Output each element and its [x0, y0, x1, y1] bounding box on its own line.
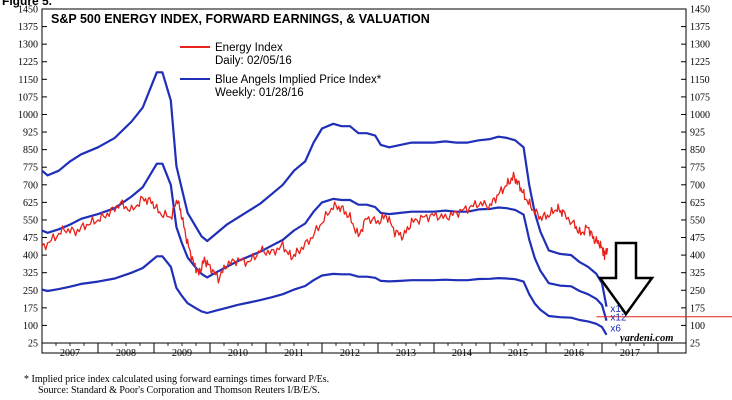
y-tick-label-left: 1300 [18, 40, 38, 51]
y-tick-label-right: 775 [690, 163, 705, 174]
x-tick-label: 2015 [508, 348, 528, 359]
figure-label: Figure 5. [2, 0, 52, 8]
y-axis-right: 1450 1375 1300 1225 1150 1075 1000 925 850 775 700… [681, 5, 710, 350]
y-tick-label-right: 1375 [690, 22, 710, 33]
y-tick-label-right: 925 [690, 128, 705, 139]
y-tick-label-right: 400 [690, 251, 705, 262]
y-tick-label-left: 1225 [18, 57, 38, 68]
x-tick-label: 2011 [284, 348, 304, 359]
y-tick-label-right: 175 [690, 303, 705, 314]
y-tick-label-left: 925 [23, 128, 38, 139]
y-tick-label-left: 700 [23, 180, 38, 191]
legend-label-energy: Energy Index [215, 42, 283, 54]
y-tick-label-left: 250 [23, 286, 38, 297]
y-tick-label-left: 1375 [18, 22, 38, 33]
y-tick-label-right: 550 [690, 215, 705, 226]
series-line-x6 [41, 255, 608, 336]
y-tick-label-right: 25 [690, 339, 700, 350]
plot-frame [41, 8, 687, 354]
series-layer [41, 71, 732, 336]
x-tick-label: 2009 [172, 348, 192, 359]
series-line-energy-index [41, 171, 609, 284]
credit-label: yardeni.com [618, 333, 673, 344]
y-tick-label-right: 700 [690, 180, 705, 191]
y-tick-label-left: 1000 [18, 110, 38, 121]
down-arrow-icon [597, 241, 655, 317]
y-tick-label-left: 850 [23, 145, 38, 156]
legend-sub-energy: Daily: 02/05/16 [215, 55, 292, 67]
y-tick-label-left: 1075 [18, 92, 38, 103]
y-tick-label-right: 1225 [690, 57, 710, 68]
y-tick-label-left: 1450 [18, 5, 38, 16]
series-label-x6: x6 [610, 323, 621, 334]
x-axis: 2007 2008 2009 2010 2011 2012 2013 2014 2015 2016… [55, 343, 659, 359]
down-arrow-annotation [597, 241, 655, 317]
x-tick-label: 2013 [396, 348, 416, 359]
y-tick-label-right: 625 [690, 198, 705, 209]
y-tick-label-right: 325 [690, 268, 705, 279]
y-tick-label-right: 100 [690, 321, 705, 332]
chart-title: S&P 500 ENERGY INDEX, FORWARD EARNINGS, … [51, 12, 430, 26]
legend: Energy Index Daily: 02/05/16 Blue Angels… [180, 42, 382, 99]
y-tick-label-right: 1000 [690, 110, 710, 121]
y-tick-label-left: 325 [23, 268, 38, 279]
legend-sub-blue-angels: Weekly: 01/28/16 [215, 87, 304, 99]
y-tick-label-right: 1450 [690, 5, 710, 16]
y-tick-label-left: 100 [23, 321, 38, 332]
x-tick-label: 2016 [564, 348, 584, 359]
x-tick-label: 2008 [116, 348, 136, 359]
y-tick-label-right: 1075 [690, 92, 710, 103]
y-tick-label-right: 250 [690, 286, 705, 297]
x-tick-label: 2012 [340, 348, 360, 359]
y-tick-label-left: 475 [23, 233, 38, 244]
y-tick-label-left: 25 [28, 339, 38, 350]
series-line-x12 [41, 162, 608, 322]
y-tick-label-left: 625 [23, 198, 38, 209]
y-tick-label-left: 550 [23, 215, 38, 226]
y-tick-label-right: 475 [690, 233, 705, 244]
series-label-x18: x18 [610, 304, 627, 315]
legend-label-blue-angels: Blue Angels Implied Price Index* [215, 74, 382, 86]
x-tick-label: 2010 [228, 348, 248, 359]
footnote-source: Source: Standard & Poor's Corporation an… [38, 385, 320, 396]
footnote-implied: * Implied price index calculated using f… [24, 374, 329, 385]
series-label-x12: x12 [610, 313, 627, 324]
y-tick-label-left: 175 [23, 303, 38, 314]
y-tick-label-right: 1150 [690, 75, 710, 86]
y-tick-label-left: 775 [23, 163, 38, 174]
series-line-x18 [41, 71, 608, 307]
y-tick-label-right: 850 [690, 145, 705, 156]
y-tick-label-right: 1300 [690, 40, 710, 51]
y-tick-label-left: 400 [23, 251, 38, 262]
y-tick-label-left: 1150 [18, 75, 38, 86]
x-tick-label: 2017 [620, 348, 640, 359]
x-tick-label: 2007 [60, 348, 80, 359]
x-tick-label: 2014 [452, 348, 472, 359]
